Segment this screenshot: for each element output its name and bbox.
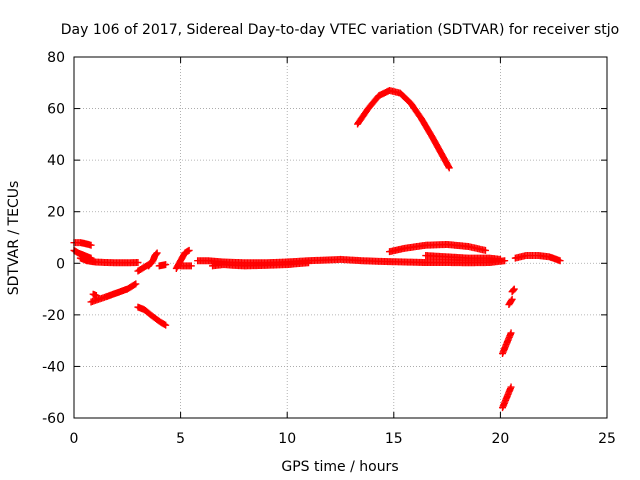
series-arc-D [87,280,140,306]
series-arc-T [508,285,518,296]
x-axis-label: GPS time / hours [281,459,398,475]
y-tick-label: -20 [42,308,65,324]
point-markers [145,249,161,270]
y-tick-label: 80 [47,50,65,66]
point-markers [134,303,170,329]
point-markers [505,295,516,309]
series-arc-R [499,383,515,412]
series-arc-E [89,290,100,300]
point-markers [172,246,193,272]
point-markers [422,252,504,263]
series-arc-Q [499,329,515,358]
series-arc-P [354,87,453,172]
series-arc-H [145,249,161,270]
series-arc-K [177,262,195,270]
series-arc-I [155,261,170,270]
plot-area-frame [73,56,608,419]
point-markers [89,290,100,300]
series-arc-N [386,240,489,256]
point-markers [499,329,515,358]
point-markers [209,259,313,270]
y-tick-label: 60 [47,102,65,118]
series-arc-O [422,252,504,263]
data-points [70,87,564,412]
series-arc-S [505,295,516,309]
y-tick-label: -40 [42,359,65,375]
point-markers [386,240,489,256]
series-arc-U [511,252,564,265]
chart-title: Day 106 of 2017, Sidereal Day-to-day VTE… [61,22,619,38]
point-markers [177,262,195,270]
x-tick-label: 20 [491,431,509,447]
grid-lines [74,57,607,418]
point-markers [499,383,515,412]
point-markers [354,87,453,172]
y-tick-label: 40 [47,153,65,169]
series-arc-M [209,259,313,270]
point-markers [508,285,518,296]
series-arc-J [172,246,193,272]
axis-ticks: 0 5 10 15 20 25 -60 -40 -20 0 20 40 60 80 [42,50,616,447]
series-arc-F [134,303,170,329]
x-tick-label: 10 [278,431,296,447]
point-markers [511,252,564,265]
x-tick-label: 25 [598,431,616,447]
y-tick-label: 0 [56,256,65,272]
y-tick-label: 20 [47,205,65,221]
y-axis-label: SDTVAR / TECUs [6,181,22,296]
point-markers [76,254,142,267]
y-tick-label: -60 [42,411,65,427]
series-arc-C [76,254,142,267]
point-markers [155,261,170,270]
x-tick-label: 5 [176,431,185,447]
x-tick-label: 0 [70,431,79,447]
point-markers [87,280,140,306]
x-tick-label: 15 [385,431,403,447]
